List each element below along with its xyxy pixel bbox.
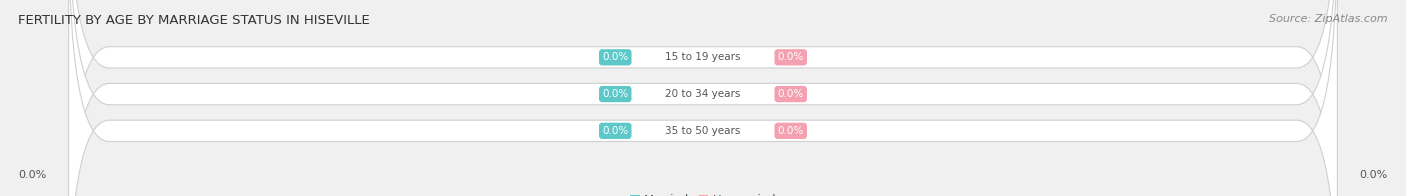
Text: 0.0%: 0.0% — [602, 126, 628, 136]
Text: 0.0%: 0.0% — [1360, 170, 1388, 180]
Text: 0.0%: 0.0% — [778, 52, 804, 62]
FancyBboxPatch shape — [69, 0, 1337, 196]
Text: 35 to 50 years: 35 to 50 years — [665, 126, 741, 136]
Text: 0.0%: 0.0% — [778, 126, 804, 136]
Legend: Married, Unmarried: Married, Unmarried — [626, 189, 780, 196]
FancyBboxPatch shape — [69, 0, 1337, 196]
FancyBboxPatch shape — [69, 0, 1337, 196]
Text: 0.0%: 0.0% — [18, 170, 46, 180]
Text: 20 to 34 years: 20 to 34 years — [665, 89, 741, 99]
Text: 0.0%: 0.0% — [602, 89, 628, 99]
Text: 15 to 19 years: 15 to 19 years — [665, 52, 741, 62]
Text: 0.0%: 0.0% — [602, 52, 628, 62]
Text: 0.0%: 0.0% — [778, 89, 804, 99]
Text: Source: ZipAtlas.com: Source: ZipAtlas.com — [1270, 14, 1388, 24]
Text: FERTILITY BY AGE BY MARRIAGE STATUS IN HISEVILLE: FERTILITY BY AGE BY MARRIAGE STATUS IN H… — [18, 14, 370, 27]
